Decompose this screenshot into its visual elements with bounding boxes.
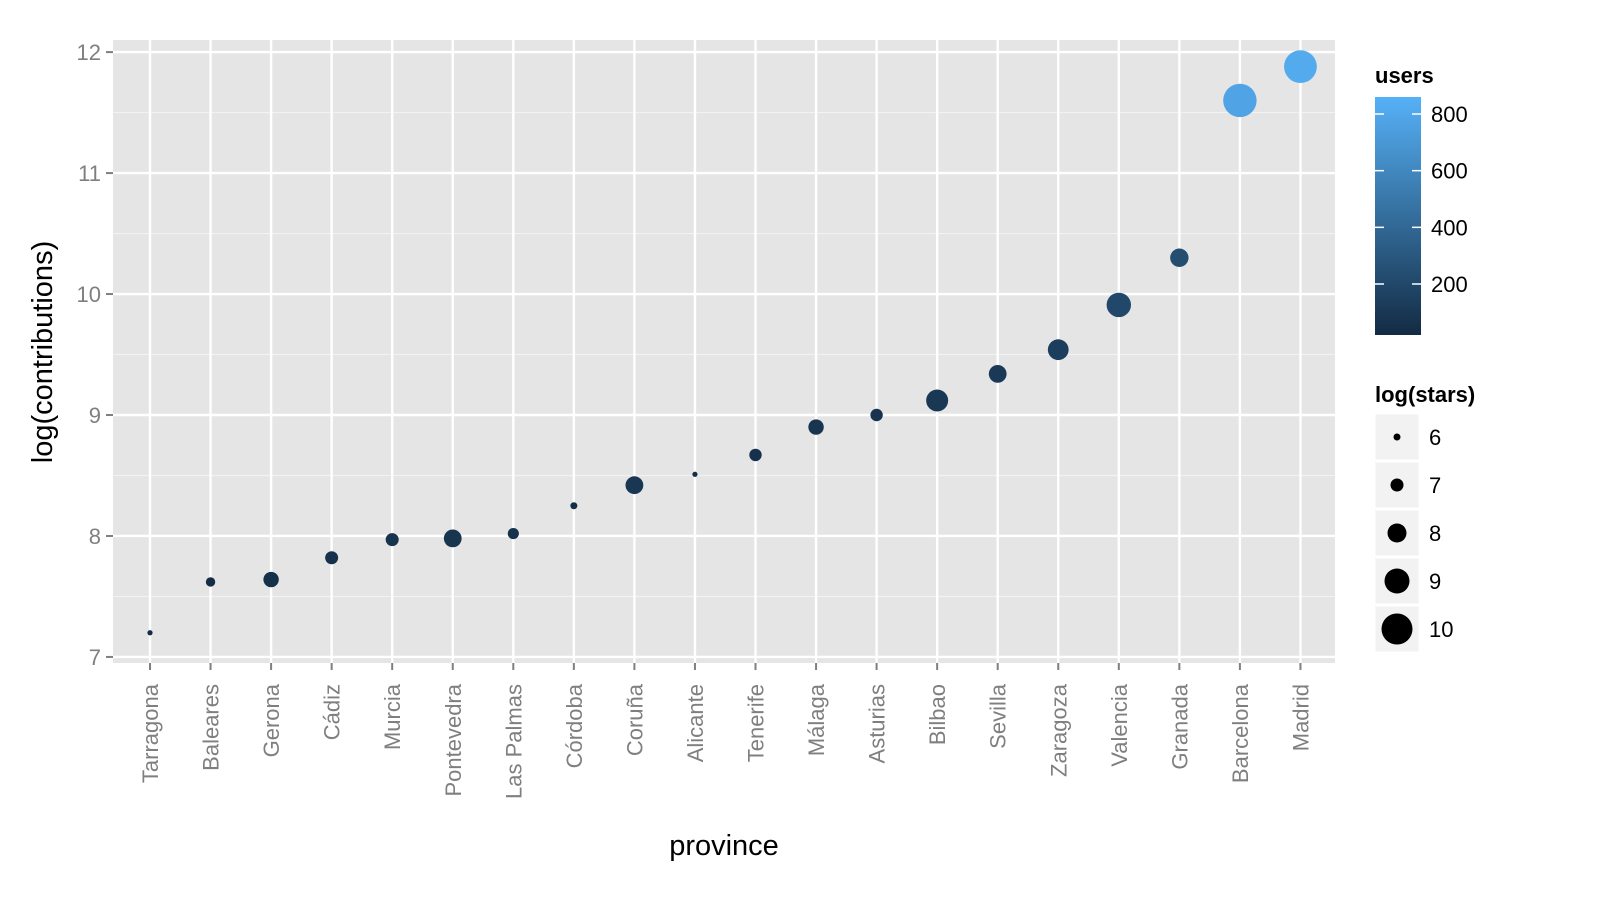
y-axis: 7 8 9 10 11 12 bbox=[77, 40, 113, 670]
size-legend-point bbox=[1394, 434, 1401, 441]
x-tick-label: Tenerife bbox=[744, 684, 769, 762]
x-tick-label: Zaragoza bbox=[1046, 683, 1071, 777]
scatter-point bbox=[1107, 293, 1131, 317]
color-legend-label: 600 bbox=[1431, 159, 1468, 184]
scatter-point bbox=[1223, 84, 1256, 117]
size-legend-point bbox=[1388, 524, 1407, 543]
scatter-point bbox=[1284, 50, 1317, 83]
y-tick-label: 10 bbox=[77, 282, 101, 307]
color-legend: users 200 400 600 800 bbox=[1375, 63, 1468, 335]
x-tick-label: Granada bbox=[1167, 683, 1192, 769]
x-tick-label: Las Palmas bbox=[501, 684, 526, 799]
size-legend-label: 8 bbox=[1429, 521, 1441, 546]
x-tick-label: Alicante bbox=[683, 684, 708, 762]
scatter-point bbox=[808, 419, 823, 434]
x-tick-label: Madrid bbox=[1288, 684, 1313, 751]
y-tick-label: 7 bbox=[89, 645, 101, 670]
scatter-point bbox=[749, 449, 761, 461]
x-tick-label: Sevilla bbox=[986, 683, 1011, 749]
scatter-point bbox=[147, 630, 152, 635]
scatter-point bbox=[508, 528, 519, 539]
x-tick-label: Gerona bbox=[259, 683, 284, 757]
scatter-point bbox=[206, 577, 215, 586]
size-legend-label: 7 bbox=[1429, 473, 1441, 498]
color-legend-label: 400 bbox=[1431, 215, 1468, 240]
x-axis-title: province bbox=[669, 830, 779, 862]
scatter-point bbox=[626, 476, 644, 494]
scatter-point bbox=[1048, 339, 1069, 360]
x-tick-label: Valencia bbox=[1107, 683, 1132, 767]
scatter-point bbox=[989, 365, 1007, 383]
size-legend: log(stars) 6 7 8 9 10 bbox=[1375, 382, 1475, 652]
x-axis: Tarragona Baleares Gerona Cádiz Murcia Pontev… bbox=[138, 663, 1313, 799]
x-tick-label: Coruña bbox=[622, 683, 647, 756]
size-legend-title: log(stars) bbox=[1375, 382, 1475, 407]
x-tick-label: Murcia bbox=[380, 683, 405, 750]
x-tick-label: Baleares bbox=[199, 684, 224, 771]
scatter-point bbox=[570, 502, 577, 509]
scatter-point bbox=[870, 409, 882, 421]
size-legend-label: 6 bbox=[1429, 425, 1441, 450]
size-legend-point bbox=[1382, 614, 1413, 645]
size-legend-keys: 6 7 8 9 10 bbox=[1375, 414, 1453, 652]
x-tick-label: Tarragona bbox=[138, 683, 163, 783]
scatter-point bbox=[692, 472, 697, 477]
x-tick-label: Barcelona bbox=[1228, 683, 1253, 783]
scatter-point bbox=[386, 533, 399, 546]
plot-panel bbox=[113, 40, 1335, 663]
size-legend-point bbox=[1385, 569, 1410, 594]
x-tick-label: Asturias bbox=[865, 684, 890, 763]
color-legend-label: 200 bbox=[1431, 272, 1468, 297]
scatter-point bbox=[444, 530, 462, 548]
x-tick-label: Bilbao bbox=[925, 684, 950, 745]
scatter-point bbox=[325, 551, 338, 564]
size-legend-point bbox=[1391, 479, 1404, 492]
scatter-point bbox=[1170, 249, 1188, 267]
size-legend-label: 10 bbox=[1429, 617, 1453, 642]
scatter-point bbox=[926, 389, 948, 411]
color-legend-title: users bbox=[1375, 63, 1434, 88]
scatter-point bbox=[263, 572, 278, 587]
y-tick-label: 9 bbox=[89, 403, 101, 428]
color-legend-label: 800 bbox=[1431, 102, 1468, 127]
x-tick-label: Córdoba bbox=[562, 683, 587, 768]
x-tick-label: Cádiz bbox=[320, 684, 345, 740]
y-tick-label: 8 bbox=[89, 524, 101, 549]
size-legend-label: 9 bbox=[1429, 569, 1441, 594]
color-legend-bar bbox=[1375, 97, 1421, 335]
y-tick-label: 12 bbox=[77, 40, 101, 65]
y-tick-label: 11 bbox=[78, 161, 101, 186]
y-axis-title: log(contributions) bbox=[27, 241, 59, 463]
x-tick-label: Pontevedra bbox=[441, 683, 466, 796]
x-tick-label: Málaga bbox=[804, 683, 829, 756]
